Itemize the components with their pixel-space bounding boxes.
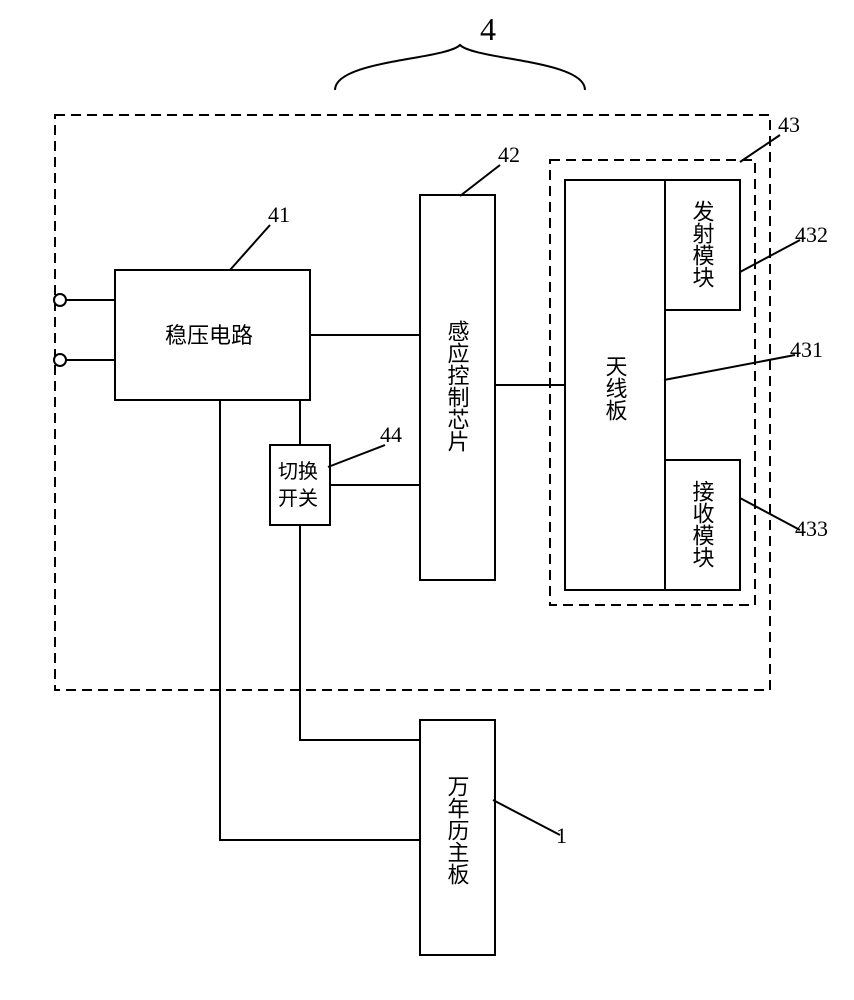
leader-44 — [328, 445, 385, 467]
text-sense-chip: 感应控制芯片 — [445, 320, 470, 452]
label-1: 1 — [556, 823, 567, 848]
box-switch — [270, 445, 330, 525]
brace-4 — [335, 45, 585, 90]
label-43: 43 — [778, 112, 800, 137]
terminal-bottom — [54, 354, 66, 366]
text-voltage-reg: 稳压电路 — [165, 323, 253, 348]
text-antenna-board: 天线板 — [603, 355, 628, 421]
wire-44-mainboard — [300, 525, 420, 740]
text-tx-module: 发射模块 — [690, 200, 715, 288]
label-431: 431 — [790, 337, 823, 362]
text-switch-l1: 切换 — [278, 460, 318, 483]
label-433: 433 — [795, 516, 828, 541]
label-4: 4 — [480, 11, 496, 47]
label-44: 44 — [380, 422, 402, 447]
text-mainboard: 万年历主板 — [445, 775, 470, 885]
text-switch-l2: 开关 — [278, 487, 318, 510]
label-41: 41 — [268, 202, 290, 227]
leader-43 — [740, 135, 780, 162]
leader-42 — [460, 165, 500, 196]
leader-41 — [230, 225, 270, 270]
leader-431 — [664, 355, 795, 380]
block-diagram: 4 稳压电路 感应控制芯片 天线板 发射模块 接收模块 切换 开关 万年历主板 … — [0, 0, 854, 1000]
leader-1 — [493, 800, 560, 835]
terminal-top — [54, 294, 66, 306]
text-rx-module: 接收模块 — [690, 480, 715, 568]
label-432: 432 — [795, 222, 828, 247]
label-42: 42 — [498, 142, 520, 167]
